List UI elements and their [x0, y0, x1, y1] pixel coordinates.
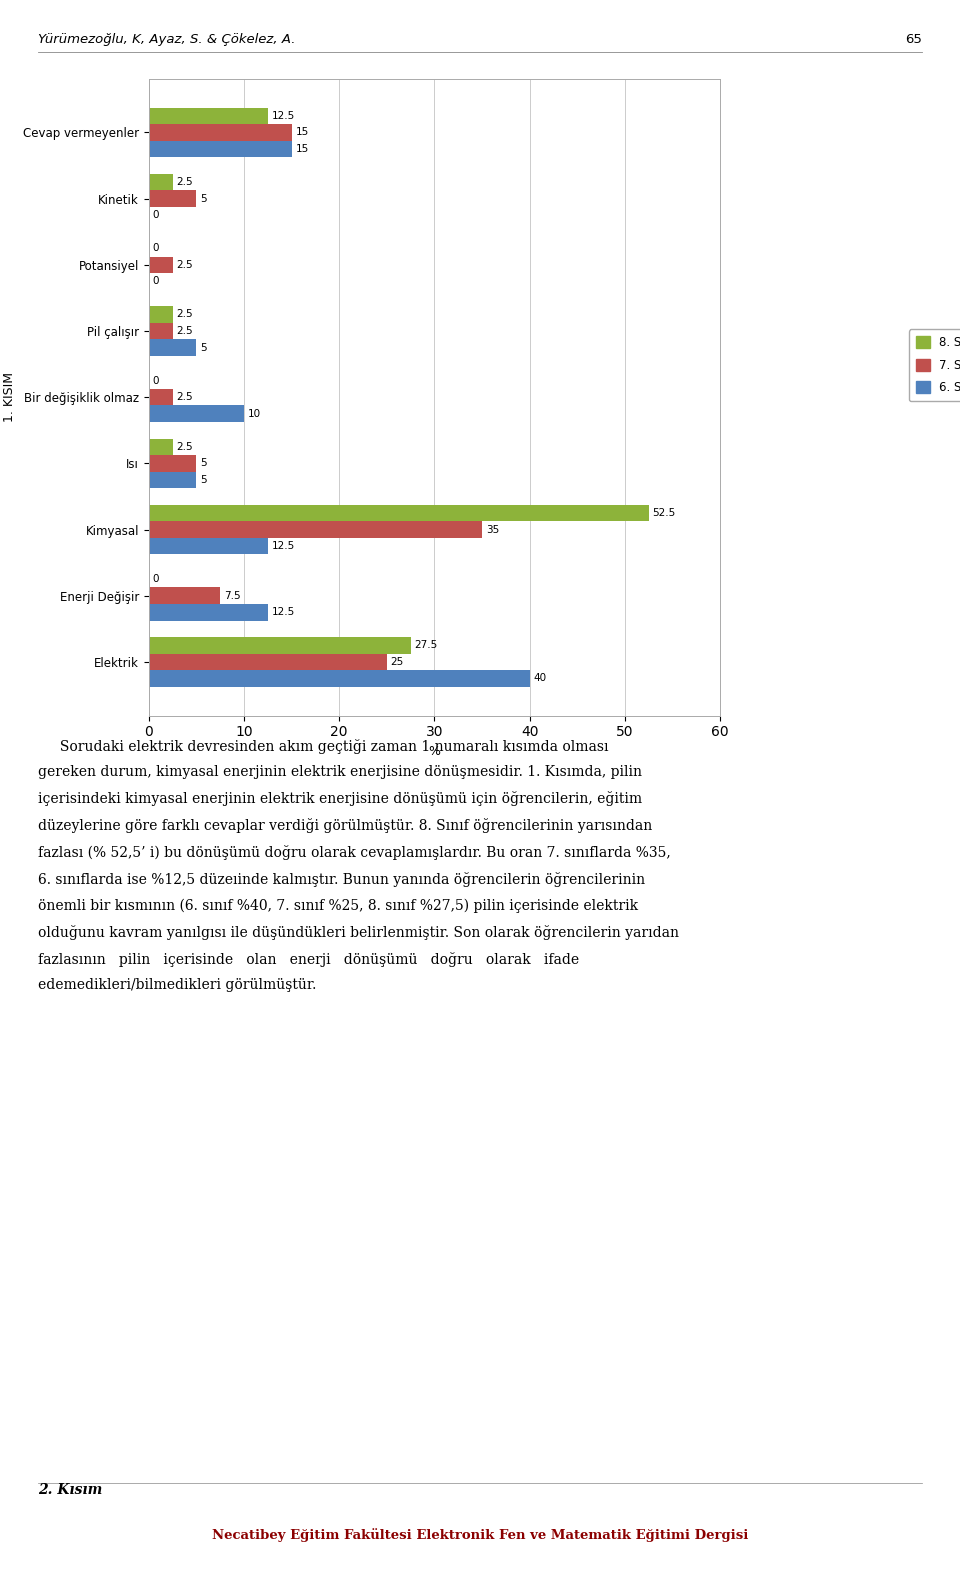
Text: 2.5: 2.5: [177, 178, 193, 187]
Bar: [149, 173, 173, 190]
Bar: [149, 322, 173, 340]
Bar: [149, 406, 244, 422]
Text: 2.5: 2.5: [177, 326, 193, 337]
Text: 12.5: 12.5: [272, 541, 295, 551]
Text: 5: 5: [201, 458, 206, 469]
Text: 65: 65: [904, 33, 922, 46]
Text: 7.5: 7.5: [224, 591, 241, 601]
Bar: [149, 439, 173, 455]
Text: Yürümezoğlu, K, Ayaz, S. & Çökelez, A.: Yürümezoğlu, K, Ayaz, S. & Çökelez, A.: [38, 33, 296, 46]
Text: Necatibey Eğitim Fakültesi Elektronik Fen ve Matematik Eğitimi Dergisi: Necatibey Eğitim Fakültesi Elektronik Fe…: [212, 1527, 748, 1542]
Bar: [149, 307, 173, 322]
Legend: 8. SINIF, 7. SINIF, 6. SINIF: 8. SINIF, 7. SINIF, 6. SINIF: [909, 329, 960, 401]
Bar: [149, 637, 411, 654]
Text: 2.5: 2.5: [177, 442, 193, 451]
Bar: [149, 389, 173, 406]
Bar: [149, 107, 268, 124]
Text: 15: 15: [296, 127, 309, 137]
Text: 0: 0: [153, 211, 159, 220]
Text: 0: 0: [153, 376, 159, 385]
Bar: [149, 587, 220, 604]
Text: 27.5: 27.5: [415, 640, 438, 650]
Bar: [149, 654, 387, 670]
Text: 5: 5: [201, 343, 206, 352]
Text: 15: 15: [296, 145, 309, 154]
Text: 12.5: 12.5: [272, 607, 295, 617]
Text: 2. Kısım: 2. Kısım: [38, 1483, 103, 1497]
Bar: [149, 670, 530, 687]
Text: 25: 25: [391, 658, 404, 667]
Text: 2.5: 2.5: [177, 310, 193, 319]
X-axis label: %: %: [428, 746, 441, 758]
Text: 2.5: 2.5: [177, 260, 193, 271]
Bar: [149, 472, 197, 488]
Text: 35: 35: [486, 524, 499, 535]
Text: Sorudaki elektrik devresinden akım geçtiği zaman 1 numaralı kısımda olması
gerek: Sorudaki elektrik devresinden akım geçti…: [38, 739, 680, 993]
Text: 10: 10: [248, 409, 261, 418]
Bar: [149, 124, 292, 140]
Text: 5: 5: [201, 193, 206, 203]
Text: 52.5: 52.5: [653, 508, 676, 518]
Bar: [149, 604, 268, 621]
Text: 12.5: 12.5: [272, 110, 295, 121]
Text: 40: 40: [534, 673, 546, 684]
Bar: [149, 538, 268, 554]
Text: 5: 5: [201, 475, 206, 484]
Bar: [149, 521, 482, 538]
Text: 0: 0: [153, 574, 159, 584]
Text: 0: 0: [153, 277, 159, 286]
Text: 2.5: 2.5: [177, 392, 193, 403]
Bar: [149, 455, 197, 472]
Bar: [149, 505, 649, 521]
Bar: [149, 140, 292, 157]
Bar: [149, 190, 197, 208]
Bar: [149, 340, 197, 355]
Bar: [149, 256, 173, 274]
Text: 0: 0: [153, 244, 159, 253]
Y-axis label: 1. KISIM: 1. KISIM: [3, 373, 16, 422]
